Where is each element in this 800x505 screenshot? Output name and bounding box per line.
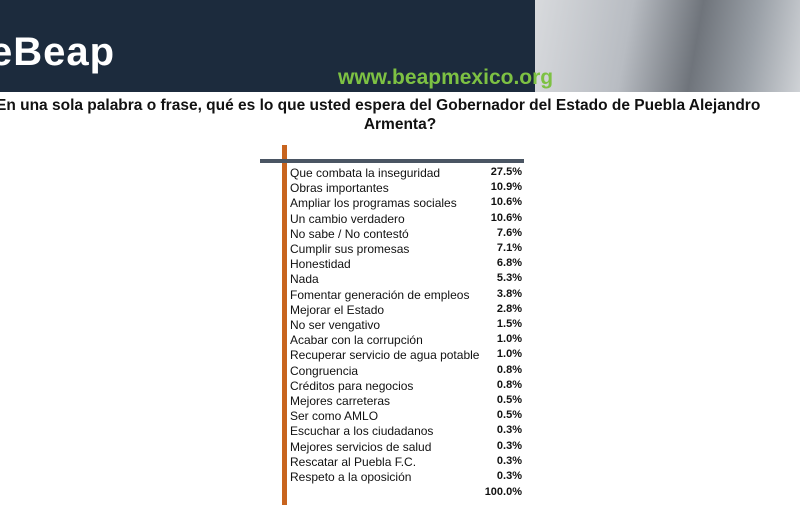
row-value: 2.8% <box>496 302 522 315</box>
table-row: Ampliar los programas sociales 10.6% <box>290 196 522 211</box>
row-label: Recuperar servicio de agua potable <box>290 348 480 363</box>
table-row: Recuperar servicio de agua potable 1.0% <box>290 348 522 363</box>
row-value: 7.1% <box>496 242 522 254</box>
table-row: Créditos para negocios 0.8% <box>290 379 522 394</box>
row-value: 0.8% <box>496 363 522 376</box>
table-row: No sabe / No contestó 7.6% <box>290 227 522 242</box>
row-value: 27.5% <box>490 166 522 178</box>
row-value: 7.6% <box>496 226 522 239</box>
row-value: 10.6% <box>490 211 522 224</box>
logo: eBeap <box>0 30 116 74</box>
title-line: En una sola palabra o frase, qué es lo q… <box>0 97 761 114</box>
row-label: Ser como AMLO <box>290 409 379 424</box>
row-label: Créditos para negocios <box>290 378 414 393</box>
row-label: Un cambio verdadero <box>290 211 405 226</box>
row-value: 1.0% <box>496 348 522 361</box>
banner-photo <box>535 0 800 92</box>
table-row: Respeto a la oposición 0.3% <box>290 470 522 485</box>
table-row: Ser como AMLO 0.5% <box>290 409 522 424</box>
row-value: 0.8% <box>496 378 522 391</box>
row-label: Mejorar el Estado <box>290 302 385 317</box>
row-label: Honestidad <box>290 257 351 272</box>
table-row: Fomentar generación de empleos 3.8% <box>290 288 522 303</box>
row-label: Mejores servicios de salud <box>290 439 432 454</box>
row-value: 3.8% <box>496 287 522 300</box>
table-row: Acabar con la corrupción 1.0% <box>290 333 522 348</box>
row-value: 0.5% <box>496 409 522 422</box>
row-value: 5.3% <box>496 272 522 285</box>
row-label: No ser vengativo <box>290 318 381 332</box>
row-value: 1.5% <box>496 318 522 330</box>
row-value: 0.3% <box>496 424 522 437</box>
row-value: 0.5% <box>496 394 522 406</box>
row-label: Rescatar al Puebla F.C. <box>290 454 417 469</box>
row-label: Escuchar a los ciudadanos <box>290 424 434 439</box>
table-row: Que combata la inseguridad 27.5% <box>290 166 522 181</box>
table-row: Cumplir sus promesas 7.1% <box>290 242 522 257</box>
row-label: Fomentar generación de empleos <box>290 287 470 302</box>
row-label: Nada <box>290 272 319 287</box>
banner: eBeap www.beapmexico.org <box>0 0 800 92</box>
row-label: Obras importantes <box>290 181 389 196</box>
row-label: Ampliar los programas sociales <box>290 196 457 211</box>
table-row: No ser vengativo 1.5% <box>290 318 522 333</box>
row-label: Cumplir sus promesas <box>290 242 410 256</box>
row-label: No sabe / No contestó <box>290 226 409 241</box>
accent-bar <box>282 145 287 505</box>
table-row: Obras importantes 10.9% <box>290 181 522 196</box>
total: 100.0% <box>484 486 522 498</box>
table-row: Escuchar a los ciudadanos 0.3% <box>290 424 522 439</box>
row-label: Acabar con la corrupción <box>290 333 423 348</box>
row-label: Mejores carreteras <box>290 394 391 408</box>
table-row: Un cambio verdadero 10.6% <box>290 212 522 227</box>
row-value: 0.3% <box>496 454 522 467</box>
row-value: 10.9% <box>490 181 522 194</box>
row-value: 10.6% <box>490 196 522 209</box>
row-label: Respeto a la oposición <box>290 470 412 484</box>
row-label: Congruencia <box>290 363 359 378</box>
table-row: Rescatar al Puebla F.C. 0.3% <box>290 455 522 470</box>
row-value: 0.3% <box>496 470 522 482</box>
table-row: Mejores carreteras 0.5% <box>290 394 522 409</box>
title-line: Armenta? <box>363 116 437 133</box>
table-row: Honestidad 6.8% <box>290 257 522 272</box>
row-value: 1.0% <box>496 333 522 346</box>
table-row: Mejorar el Estado 2.8% <box>290 303 522 318</box>
row-value: 6.8% <box>496 257 522 270</box>
table-row: Mejores servicios de salud 0.3% <box>290 440 522 455</box>
website-url: www.beapmexico.org <box>338 66 554 89</box>
row-label: Que combata la inseguridad <box>290 166 441 180</box>
table-row: Nada 5.3% <box>290 272 522 287</box>
row-value: 0.3% <box>496 439 522 452</box>
table-row: Congruencia 0.8% <box>290 364 522 379</box>
table-rule <box>260 159 524 163</box>
